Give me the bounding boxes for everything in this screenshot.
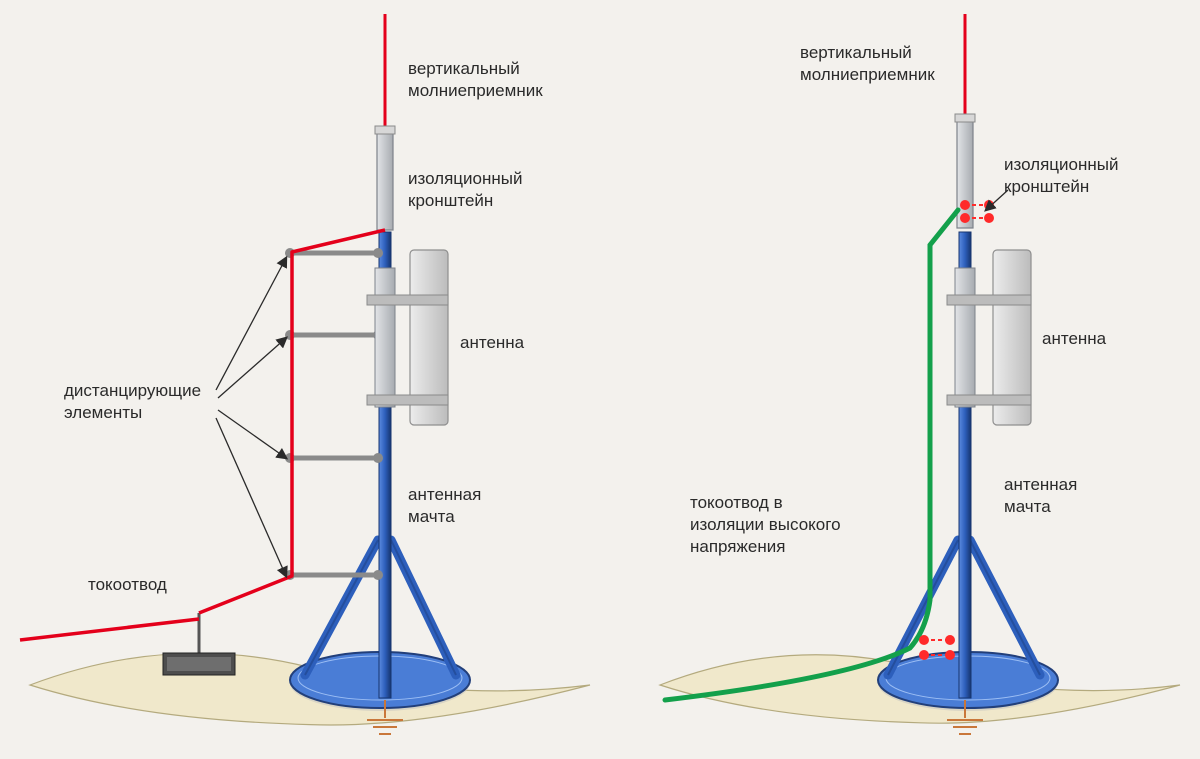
svg-text:изоляционный: изоляционный: [1004, 155, 1118, 174]
svg-text:мачта: мачта: [408, 507, 455, 526]
callout-arrow: [218, 410, 286, 458]
insulating-bracket: [377, 132, 393, 230]
svg-text:антенная: антенная: [408, 485, 481, 504]
lightning-protection-diagram: вертикальный молниеприемник изоляционный кр…: [0, 0, 1200, 759]
svg-text:изоляции высокого: изоляции высокого: [690, 515, 841, 534]
down-conductor: [199, 230, 385, 613]
spacer-joint: [373, 453, 383, 463]
svg-text:антенна: антенна: [1042, 329, 1107, 348]
svg-text:напряжения: напряжения: [690, 537, 785, 556]
label-vertical-rod-r: вертикальный молниеприемник: [800, 43, 935, 84]
svg-text:мачта: мачта: [1004, 497, 1051, 516]
label-downlead-r: токоотвод в изоляции высокого напряжения: [690, 493, 841, 556]
callout-arrow: [216, 418, 286, 576]
label-antenna-r: антенна: [1042, 329, 1107, 348]
svg-text:антенна: антенна: [460, 333, 525, 352]
callout-arrow: [216, 258, 286, 390]
callout-arrow: [986, 190, 1008, 210]
spacer-joint: [373, 248, 383, 258]
svg-text:молниеприемник: молниеприемник: [800, 65, 935, 84]
svg-text:кронштейн: кронштейн: [1004, 177, 1089, 196]
svg-text:молниеприемник: молниеприемник: [408, 81, 543, 100]
label-mast: антенная мачта: [408, 485, 481, 526]
svg-text:токоотвод: токоотвод: [88, 575, 167, 594]
label-downlead: токоотвод: [88, 575, 167, 594]
svg-text:вертикальный: вертикальный: [800, 43, 912, 62]
spacer-joint: [373, 570, 383, 580]
svg-text:токоотвод в: токоотвод в: [690, 493, 783, 512]
svg-text:кронштейн: кронштейн: [408, 191, 493, 210]
label-mast-r: антенная мачта: [1004, 475, 1077, 516]
antenna-clamp: [947, 395, 1031, 405]
label-antenna: антенна: [460, 333, 525, 352]
label-vertical-rod: вертикальный молниеприемник: [408, 59, 543, 100]
antenna-body: [955, 268, 975, 407]
insulator-cap: [955, 114, 975, 122]
label-bracket: изоляционный кронштейн: [408, 169, 522, 210]
antenna-clamp: [947, 295, 1031, 305]
antenna-body: [375, 268, 395, 407]
insulator-cap: [375, 126, 395, 134]
label-spacers: дистанцирующие элементы: [64, 381, 201, 422]
antenna-clamp: [367, 395, 448, 405]
svg-text:вертикальный: вертикальный: [408, 59, 520, 78]
svg-text:изоляционный: изоляционный: [408, 169, 522, 188]
antenna-clamp: [367, 295, 448, 305]
ground-plate-inner: [167, 657, 231, 671]
svg-text:элементы: элементы: [64, 403, 142, 422]
down-conductor-tail: [20, 619, 199, 640]
label-bracket-r: изоляционный кронштейн: [1004, 155, 1118, 196]
svg-text:дистанцирующие: дистанцирующие: [64, 381, 201, 400]
svg-text:антенная: антенная: [1004, 475, 1077, 494]
